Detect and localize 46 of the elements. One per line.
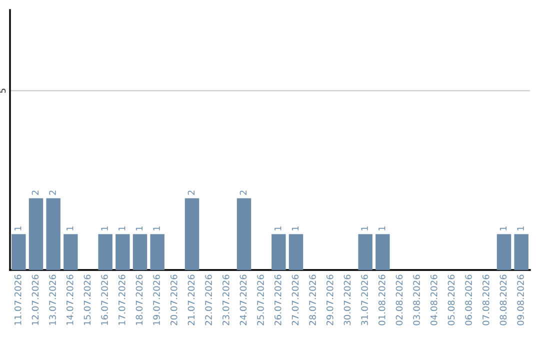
data-label: 2 <box>240 190 246 195</box>
data-label: 1 <box>136 226 142 230</box>
x-tick-label: 08.08.2026 <box>500 274 507 326</box>
x-tick-label: 14.07.2026 <box>66 274 74 325</box>
x-tick-label: 20.07.2026 <box>170 274 178 326</box>
x-tick-label: 31.07.2026 <box>361 274 368 326</box>
x-tick-label: 23.07.2026 <box>222 274 230 326</box>
data-label: 1 <box>292 226 298 230</box>
x-tick-label: 12.07.2026 <box>32 274 39 325</box>
x-tick-label: 15.07.2026 <box>84 274 91 325</box>
data-label: 2 <box>32 190 38 195</box>
x-tick-label: 09.08.2026 <box>517 274 524 326</box>
data-label: 1 <box>274 226 282 230</box>
x-tick-label: 19.07.2026 <box>153 274 160 325</box>
data-label: 1 <box>517 226 524 230</box>
x-tick-label: 30.07.2026 <box>344 274 351 326</box>
data-label: 1 <box>378 226 386 230</box>
x-tick-label: 04.08.2026 <box>430 274 438 326</box>
x-tick-label: 27.07.2026 <box>292 274 299 326</box>
x-tick-label: 29.07.2026 <box>326 274 334 326</box>
data-label: 1 <box>101 226 108 230</box>
x-tick-label: 25.07.2026 <box>257 274 264 326</box>
x-tick-label: 06.08.2026 <box>465 274 472 326</box>
data-label: 1 <box>14 226 22 230</box>
x-tick-label: 21.07.2026 <box>188 274 195 326</box>
x-tick-label: 16.07.2026 <box>101 274 108 325</box>
x-tick-label: 13.07.2026 <box>49 274 56 325</box>
x-tick-label: 03.08.2026 <box>413 274 420 326</box>
x-tick-label: 28.07.2026 <box>309 274 316 326</box>
data-label: 1 <box>500 226 506 230</box>
data-label: 2 <box>49 190 56 195</box>
x-tick-label: 02.08.2026 <box>396 274 403 326</box>
x-tick-label: 22.07.2026 <box>205 274 212 326</box>
x-tick-label: 26.07.2026 <box>274 274 282 326</box>
x-tick-label: 17.07.2026 <box>118 274 126 325</box>
data-label: 1 <box>66 226 74 230</box>
data-label: 1 <box>361 226 368 230</box>
data-label: 2 <box>188 190 194 195</box>
x-tick-label: 18.07.2026 <box>136 274 143 325</box>
x-tick-label: 24.07.2026 <box>240 274 247 326</box>
x-tick-label: 01.08.2026 <box>378 274 386 326</box>
x-tick-label: 07.08.2026 <box>482 274 490 326</box>
x-tick-label: 05.08.2026 <box>448 274 455 326</box>
data-label: 1 <box>153 226 160 230</box>
data-label: 1 <box>118 226 126 230</box>
x-tick-label: 11.07.2026 <box>14 274 22 325</box>
